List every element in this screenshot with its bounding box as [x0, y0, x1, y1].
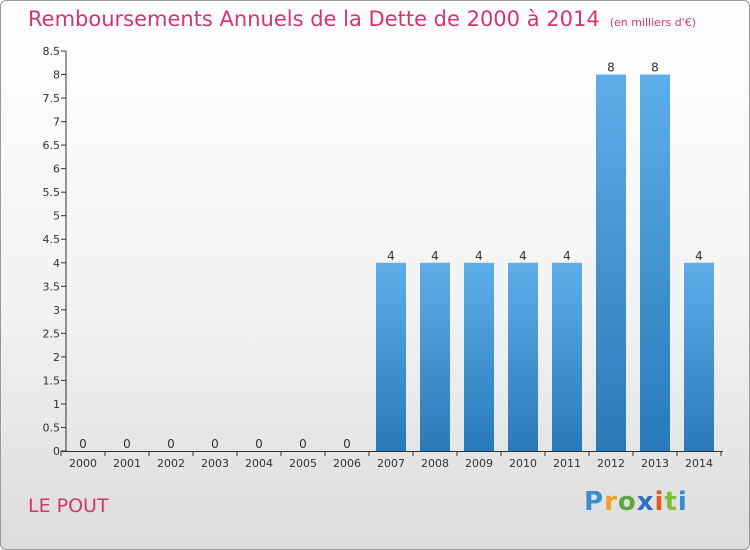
data-label: 4: [563, 249, 571, 263]
bar: [552, 262, 582, 451]
y-tick-label: 0: [53, 445, 60, 458]
data-label: 4: [387, 249, 395, 263]
chart-title-text: Remboursements Annuels de la Dette de 20…: [28, 7, 600, 31]
y-tick-label: 3.5: [43, 280, 61, 293]
y-tick-label: 1: [53, 398, 60, 411]
data-label: 0: [299, 437, 307, 451]
data-labels: 0 0 0 0 0 0 0 4 4 4 4 4 8 8 4: [79, 61, 703, 451]
bar: [464, 262, 494, 451]
y-tick-label: 7.5: [43, 92, 61, 105]
y-tick-label: 8.5: [43, 45, 61, 58]
y-tick-label: 6: [53, 163, 60, 176]
logo-letter: t: [664, 487, 678, 517]
x-tick-label: 2008: [421, 457, 449, 470]
logo-letter: i: [677, 487, 688, 517]
commune-name: LE POUT: [28, 495, 109, 517]
chart-unit: (en milliers d'€): [609, 16, 696, 29]
x-tick-label: 2007: [377, 457, 405, 470]
y-tick-label: 1.5: [43, 374, 61, 387]
data-label: 0: [167, 437, 175, 451]
data-label: 0: [123, 437, 131, 451]
data-label: 0: [255, 437, 263, 451]
data-label: 4: [519, 249, 527, 263]
x-tick-label: 2012: [597, 457, 625, 470]
x-tick-label: 2005: [289, 457, 317, 470]
x-tick-label: 2004: [245, 457, 273, 470]
bar: [640, 74, 670, 451]
y-tick-label: 2.5: [43, 327, 61, 340]
chart-title: Remboursements Annuels de la Dette de 20…: [28, 7, 696, 31]
x-tick-label: 2013: [641, 457, 669, 470]
y-tick-label: 8: [53, 69, 60, 82]
x-tick-label: 2003: [201, 457, 229, 470]
bar: [420, 262, 450, 451]
x-tick-label: 2010: [509, 457, 537, 470]
logo-letter: o: [617, 487, 637, 517]
x-tick-label: 2006: [333, 457, 361, 470]
data-label: 4: [431, 249, 439, 263]
bar: [508, 262, 538, 451]
x-tick-label: 2002: [157, 457, 185, 470]
proxiti-logo[interactable]: Proxiti: [584, 487, 688, 517]
y-tick-label: 5: [53, 210, 60, 223]
data-label: 8: [607, 61, 615, 75]
y-tick-label: 5.5: [43, 186, 61, 199]
x-tick-label: 2000: [69, 457, 97, 470]
bar: [684, 262, 714, 451]
logo-letter: r: [604, 487, 618, 517]
data-label: 4: [475, 249, 483, 263]
logo-letter: P: [584, 487, 605, 517]
data-label: 4: [695, 249, 703, 263]
bar: [596, 74, 626, 451]
data-label: 8: [651, 61, 659, 75]
y-tick-label: 4.5: [43, 233, 61, 246]
y-tick-label: 7: [53, 116, 60, 129]
y-tick-label: 4: [53, 257, 60, 270]
logo-letter: x: [636, 487, 655, 517]
x-tick-label: 2001: [113, 457, 141, 470]
x-tick-label: 2011: [553, 457, 581, 470]
data-label: 0: [211, 437, 219, 451]
x-tick-label: 2014: [685, 457, 713, 470]
bars: [376, 74, 714, 451]
logo-letter: i: [654, 487, 665, 517]
y-tick-label: 3: [53, 304, 60, 317]
y-tick-label: 6.5: [43, 139, 61, 152]
data-label: 0: [79, 437, 87, 451]
y-tick-label: 2: [53, 351, 60, 364]
x-tick-label: 2009: [465, 457, 493, 470]
y-tick-label: 0.5: [43, 421, 61, 434]
axes: 0 0.5 1 1.5 2 2.5 3 3.5 4 4.5 5 5.5 6 6.5 7 7.5 8 8.5 2000…: [43, 45, 723, 470]
bar: [376, 262, 406, 451]
data-label: 0: [343, 437, 351, 451]
